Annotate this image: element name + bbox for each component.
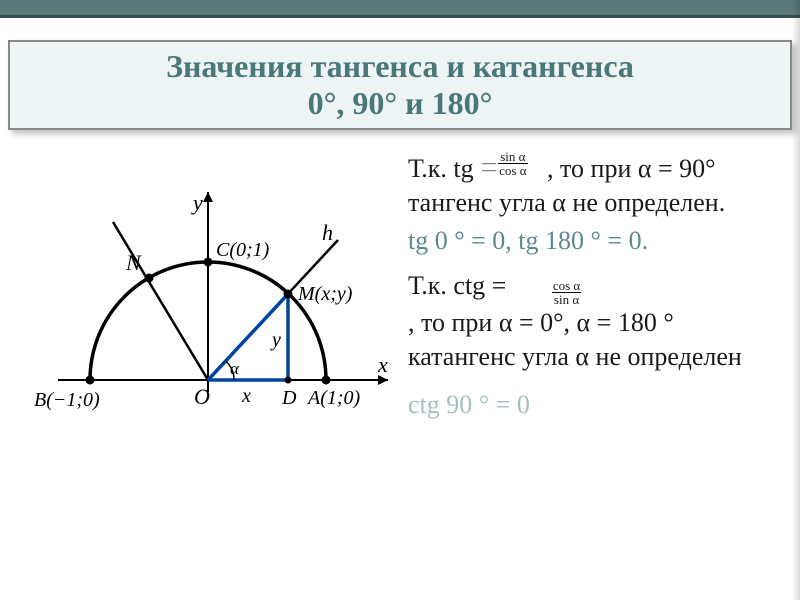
diagram-column: y x h C(0;1) N M(x;y) B(−1;0) O D A(1;0)… xyxy=(8,150,408,442)
unit-circle-diagram: y x h C(0;1) N M(x;y) B(−1;0) O D A(1;0)… xyxy=(8,162,408,442)
defeq-icon: —— xyxy=(480,160,498,174)
label-M: M(x;y) xyxy=(297,283,353,305)
label-C: C(0;1) xyxy=(216,239,270,261)
tg-num: sin α xyxy=(498,150,527,164)
label-N: N xyxy=(125,250,142,275)
title-line2: 0°, 90° и 180° xyxy=(308,85,493,121)
text-column: Т.к. tg ——sin αcos α , то при α = 90° та… xyxy=(408,150,792,442)
label-lx: x xyxy=(241,385,251,407)
ctg-den: sin α xyxy=(552,293,581,306)
paragraph-4: ctg 90 ° = 0 xyxy=(408,388,780,422)
label-ly: y xyxy=(270,329,281,351)
top-bar xyxy=(0,0,800,18)
content: Значения тангенса и катангенса 0°, 90° и… xyxy=(0,18,800,442)
title-line1: Значения тангенса и катангенса xyxy=(166,48,634,84)
paragraph-2: tg 0 ° = 0, tg 180 ° = 0. xyxy=(408,224,780,258)
label-x: x xyxy=(377,352,388,377)
tg-formula: sin αcos α xyxy=(498,150,527,177)
label-O: O xyxy=(194,384,210,409)
label-y: y xyxy=(191,190,203,215)
title: Значения тангенса и катангенса 0°, 90° и… xyxy=(20,48,780,122)
label-D: D xyxy=(281,387,297,409)
main-row: y x h C(0;1) N M(x;y) B(−1;0) O D A(1;0)… xyxy=(8,150,792,442)
label-A: A(1;0) xyxy=(306,387,361,409)
label-B: B(−1;0) xyxy=(34,389,100,411)
title-box: Значения тангенса и катангенса 0°, 90° и… xyxy=(8,40,792,130)
p3-a: Т.к. ctg = xyxy=(408,271,506,300)
p3-b: , то при α = 0°, α = 180 ° катангенс угл… xyxy=(408,308,742,371)
paragraph-1: Т.к. tg ——sin αcos α , то при α = 90° та… xyxy=(408,150,780,221)
label-alpha: α xyxy=(230,359,240,378)
right-edge-shadow xyxy=(792,0,800,600)
p1-a: Т.к. tg xyxy=(408,154,474,183)
tg-den: cos α xyxy=(498,164,527,177)
paragraph-3: Т.к. ctg = cos αsin α , то при α = 0°, α… xyxy=(408,269,780,375)
ctg-formula: cos αsin α xyxy=(552,279,581,306)
label-h: h xyxy=(322,220,333,245)
ctg-num: cos α xyxy=(552,279,581,293)
